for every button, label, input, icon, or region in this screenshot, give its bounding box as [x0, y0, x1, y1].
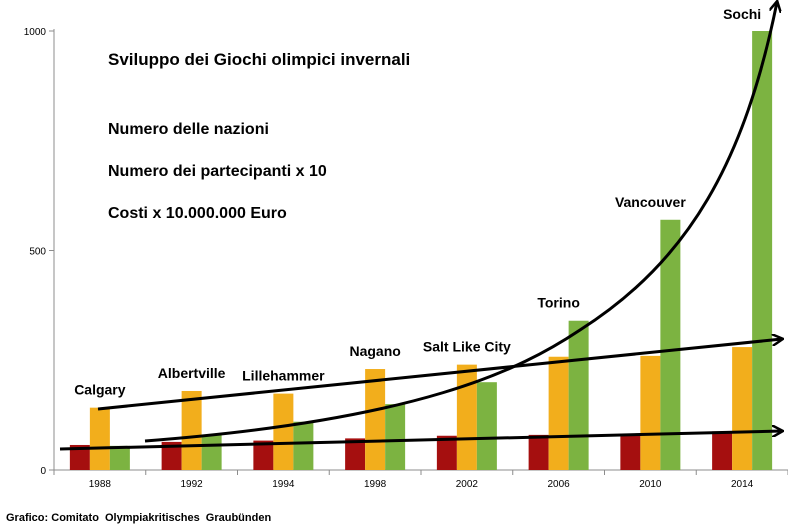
nazioni-bar [69, 444, 90, 470]
costi-bar [476, 382, 497, 470]
source-organization: Comitato Olympiakritisches Graubünden [51, 512, 272, 524]
city-label: Nagano [349, 343, 400, 359]
partecipanti-bar [273, 393, 294, 470]
x-tick-label: 1988 [89, 479, 112, 490]
nazioni-bar [253, 440, 274, 470]
costi-bar [201, 434, 222, 470]
x-tick-label: 2014 [731, 479, 754, 490]
city-label: Lillehammer [242, 368, 325, 384]
partecipanti-bar [181, 390, 202, 470]
chart-title: Sviluppo dei Giochi olimpici invernali [108, 50, 411, 69]
source-label: Grafico: [6, 512, 49, 524]
legend-entry-nazioni: Numero delle nazioni [108, 121, 269, 138]
partecipanti-bar [640, 355, 661, 470]
nazioni-bar [528, 434, 549, 470]
y-tick-label: 1000 [24, 27, 47, 38]
city-label: Salt Like City [423, 339, 511, 355]
x-tick-labels: 1988 1992 1994 1998 2002 2006 2010 2014 [89, 479, 754, 490]
costi-bar [752, 31, 773, 470]
nazioni-bar [436, 435, 457, 470]
y-tick-label: 0 [40, 466, 46, 477]
partecipanti-bar [89, 407, 110, 470]
x-tick-label: 2002 [456, 479, 479, 490]
x-tick-label: 1994 [272, 479, 295, 490]
costi-bar [568, 320, 589, 470]
nations-trend-arrow [59, 431, 782, 451]
x-tick-label: 1998 [364, 479, 387, 490]
city-label: Albertville [158, 365, 226, 381]
x-tick-label: 1992 [181, 479, 204, 490]
costi-bar [109, 445, 130, 470]
y-tick-label: 500 [29, 247, 46, 258]
participants-trend-arrow [97, 339, 782, 411]
costi-bar [293, 421, 314, 470]
source-credit: Grafico: Comitato Olympiakritisches Grau… [6, 512, 271, 524]
partecipanti-bar [548, 356, 569, 470]
x-tick-label: 2010 [639, 479, 662, 490]
x-tick-label: 2006 [548, 479, 571, 490]
nazioni-bar [620, 434, 641, 470]
costi-bar [385, 404, 406, 470]
partecipanti-bar [365, 369, 386, 470]
city-label: Vancouver [615, 194, 686, 210]
costi-bar [660, 219, 681, 470]
partecipanti-bar [456, 364, 477, 470]
partecipanti-bar [732, 347, 753, 470]
legend-entry-costi: Costi x 10.000.000 Euro [108, 205, 287, 222]
bars [69, 31, 773, 470]
trend-arrows [59, 2, 782, 451]
city-label: Torino [537, 295, 580, 311]
city-label: Sochi [723, 6, 761, 22]
nazioni-bar [161, 441, 182, 470]
legend-entry-partecipanti: Numero dei partecipanti x 10 [108, 163, 327, 180]
city-labels: Calgary Albertville Lillehammer Nagano Salt … [74, 6, 761, 398]
y-tick-labels: 0 500 1000 [24, 27, 47, 477]
costs-trend-arrow [144, 2, 777, 443]
nazioni-bar [345, 438, 366, 470]
nazioni-bar [712, 431, 733, 470]
city-label: Calgary [74, 382, 126, 398]
